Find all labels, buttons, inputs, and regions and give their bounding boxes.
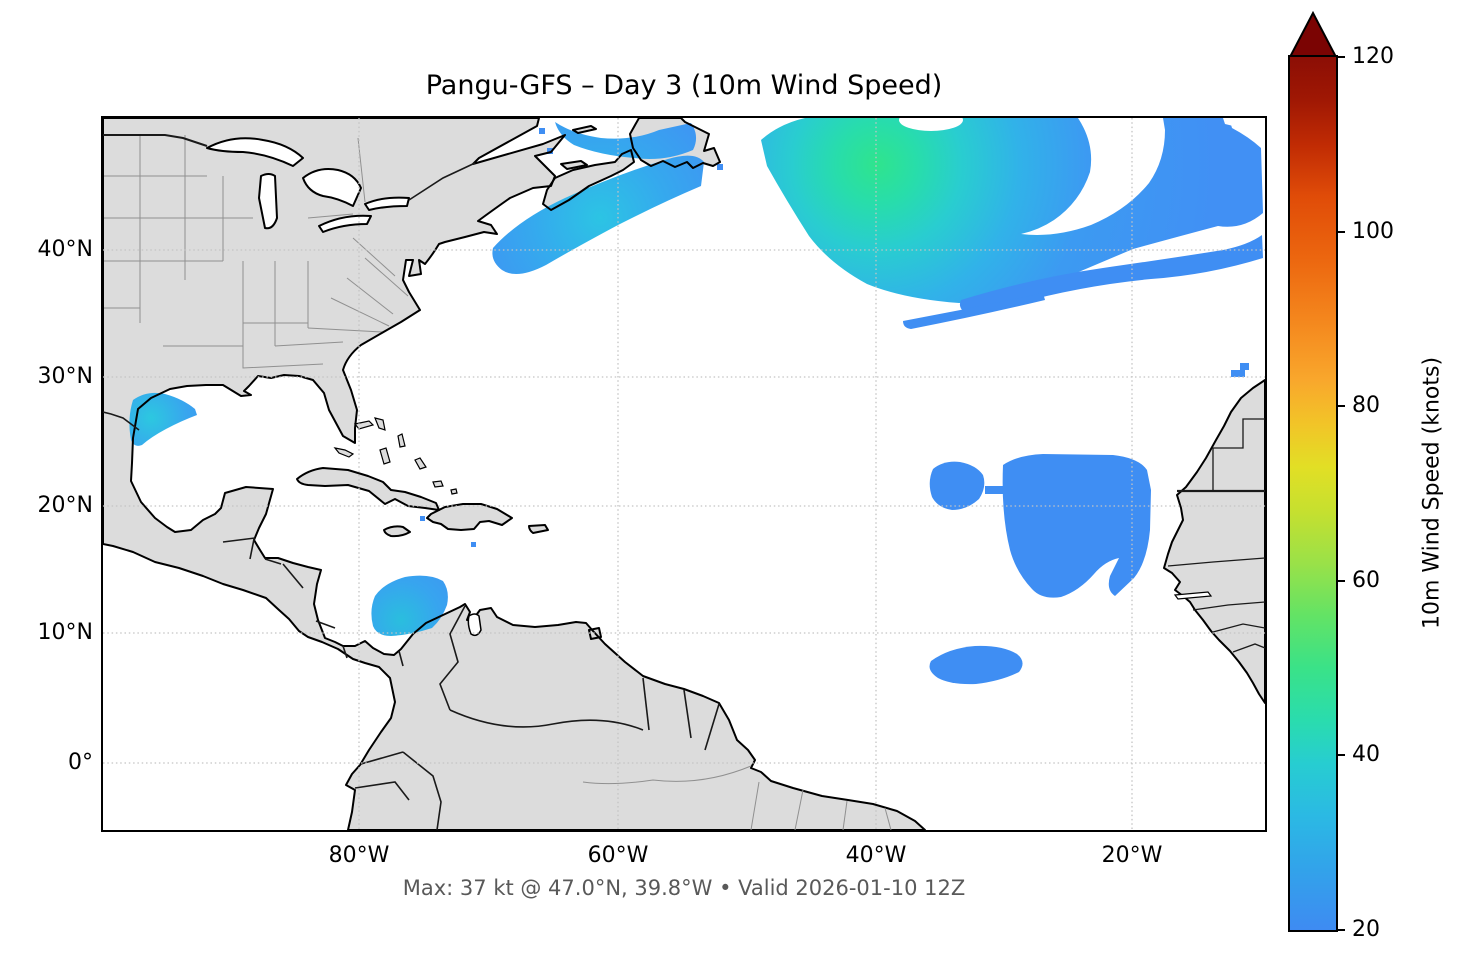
colorbar-tick-80: 80 bbox=[1352, 393, 1380, 418]
wind-dry-slot bbox=[1021, 118, 1165, 235]
colorbar-tick bbox=[1337, 405, 1345, 407]
lake-maracaibo bbox=[467, 613, 482, 637]
wind-dry-notch bbox=[899, 118, 963, 131]
colorbar-tick bbox=[1337, 231, 1345, 233]
wind-region-gulf-st-lawrence bbox=[555, 122, 697, 159]
x-tick-40w: 40°W bbox=[845, 843, 907, 868]
wind-region-trades-west bbox=[929, 461, 985, 510]
land-cuba bbox=[297, 468, 439, 510]
colorbar-tick-100: 100 bbox=[1352, 219, 1394, 244]
wind-region-north-atlantic-storm bbox=[761, 118, 1263, 303]
gridlines bbox=[103, 118, 1265, 830]
wind-region-gulf-of-mexico bbox=[129, 392, 197, 446]
colorbar-tick-60: 60 bbox=[1352, 568, 1380, 593]
wind-region-storm-filament bbox=[903, 293, 1045, 329]
wind-specks bbox=[420, 128, 1249, 547]
lake-superior bbox=[206, 137, 304, 167]
y-tick-30n: 30°N bbox=[37, 364, 93, 389]
colorbar-tick-20: 20 bbox=[1352, 917, 1380, 942]
land-west-africa bbox=[1164, 380, 1265, 703]
lake-ontario bbox=[364, 196, 410, 211]
colorbar-tick-40: 40 bbox=[1352, 742, 1380, 767]
y-tick-20n: 20°N bbox=[37, 493, 93, 518]
colorbar bbox=[1288, 55, 1338, 932]
wind-region-storm-arm bbox=[959, 235, 1263, 312]
lake-erie bbox=[318, 214, 372, 233]
wind-dry-corner bbox=[1223, 118, 1265, 142]
max-valid-caption: Max: 37 kt @ 47.0°N, 39.8°W • Valid 2026… bbox=[402, 876, 966, 900]
wind-region-itcz bbox=[929, 645, 1023, 685]
colorbar-extend-arrow bbox=[1288, 11, 1338, 58]
map-frame bbox=[101, 116, 1267, 832]
y-tick-10n: 10°N bbox=[37, 620, 93, 645]
map-canvas bbox=[103, 118, 1265, 830]
lake-michigan bbox=[258, 173, 278, 230]
x-tick-60w: 60°W bbox=[587, 843, 649, 868]
brazil-state-borders bbox=[582, 765, 892, 830]
colorbar-tick bbox=[1337, 56, 1345, 58]
great-lakes bbox=[206, 137, 410, 233]
country-borders bbox=[103, 134, 1265, 830]
wind-regions bbox=[129, 118, 1265, 685]
bahamas-and-small-islands bbox=[333, 417, 458, 495]
y-tick-40n: 40°N bbox=[37, 237, 93, 262]
us-state-borders bbox=[103, 135, 409, 369]
lake-huron bbox=[302, 168, 362, 207]
land-hispaniola bbox=[427, 504, 512, 530]
colorbar-axis-label: 10m Wind Speed (knots) bbox=[1419, 356, 1445, 630]
gambia-river bbox=[1173, 591, 1213, 600]
x-tick-20w: 20°W bbox=[1101, 843, 1163, 868]
colorbar-tick bbox=[1337, 754, 1345, 756]
x-tick-80w: 80°W bbox=[328, 843, 390, 868]
y-tick-0: 0° bbox=[68, 750, 93, 775]
colorbar-tick bbox=[1337, 929, 1345, 931]
colorbar-tick-120: 120 bbox=[1352, 44, 1394, 69]
chart-title: Pangu-GFS – Day 3 (10m Wind Speed) bbox=[425, 70, 943, 101]
wind-region-nova-scotia-band bbox=[492, 155, 704, 274]
land-americas bbox=[103, 118, 925, 830]
wind-region-trades-east bbox=[1002, 454, 1151, 598]
colorbar-tick bbox=[1337, 580, 1345, 582]
wind-region-trades-connector bbox=[985, 486, 1005, 494]
